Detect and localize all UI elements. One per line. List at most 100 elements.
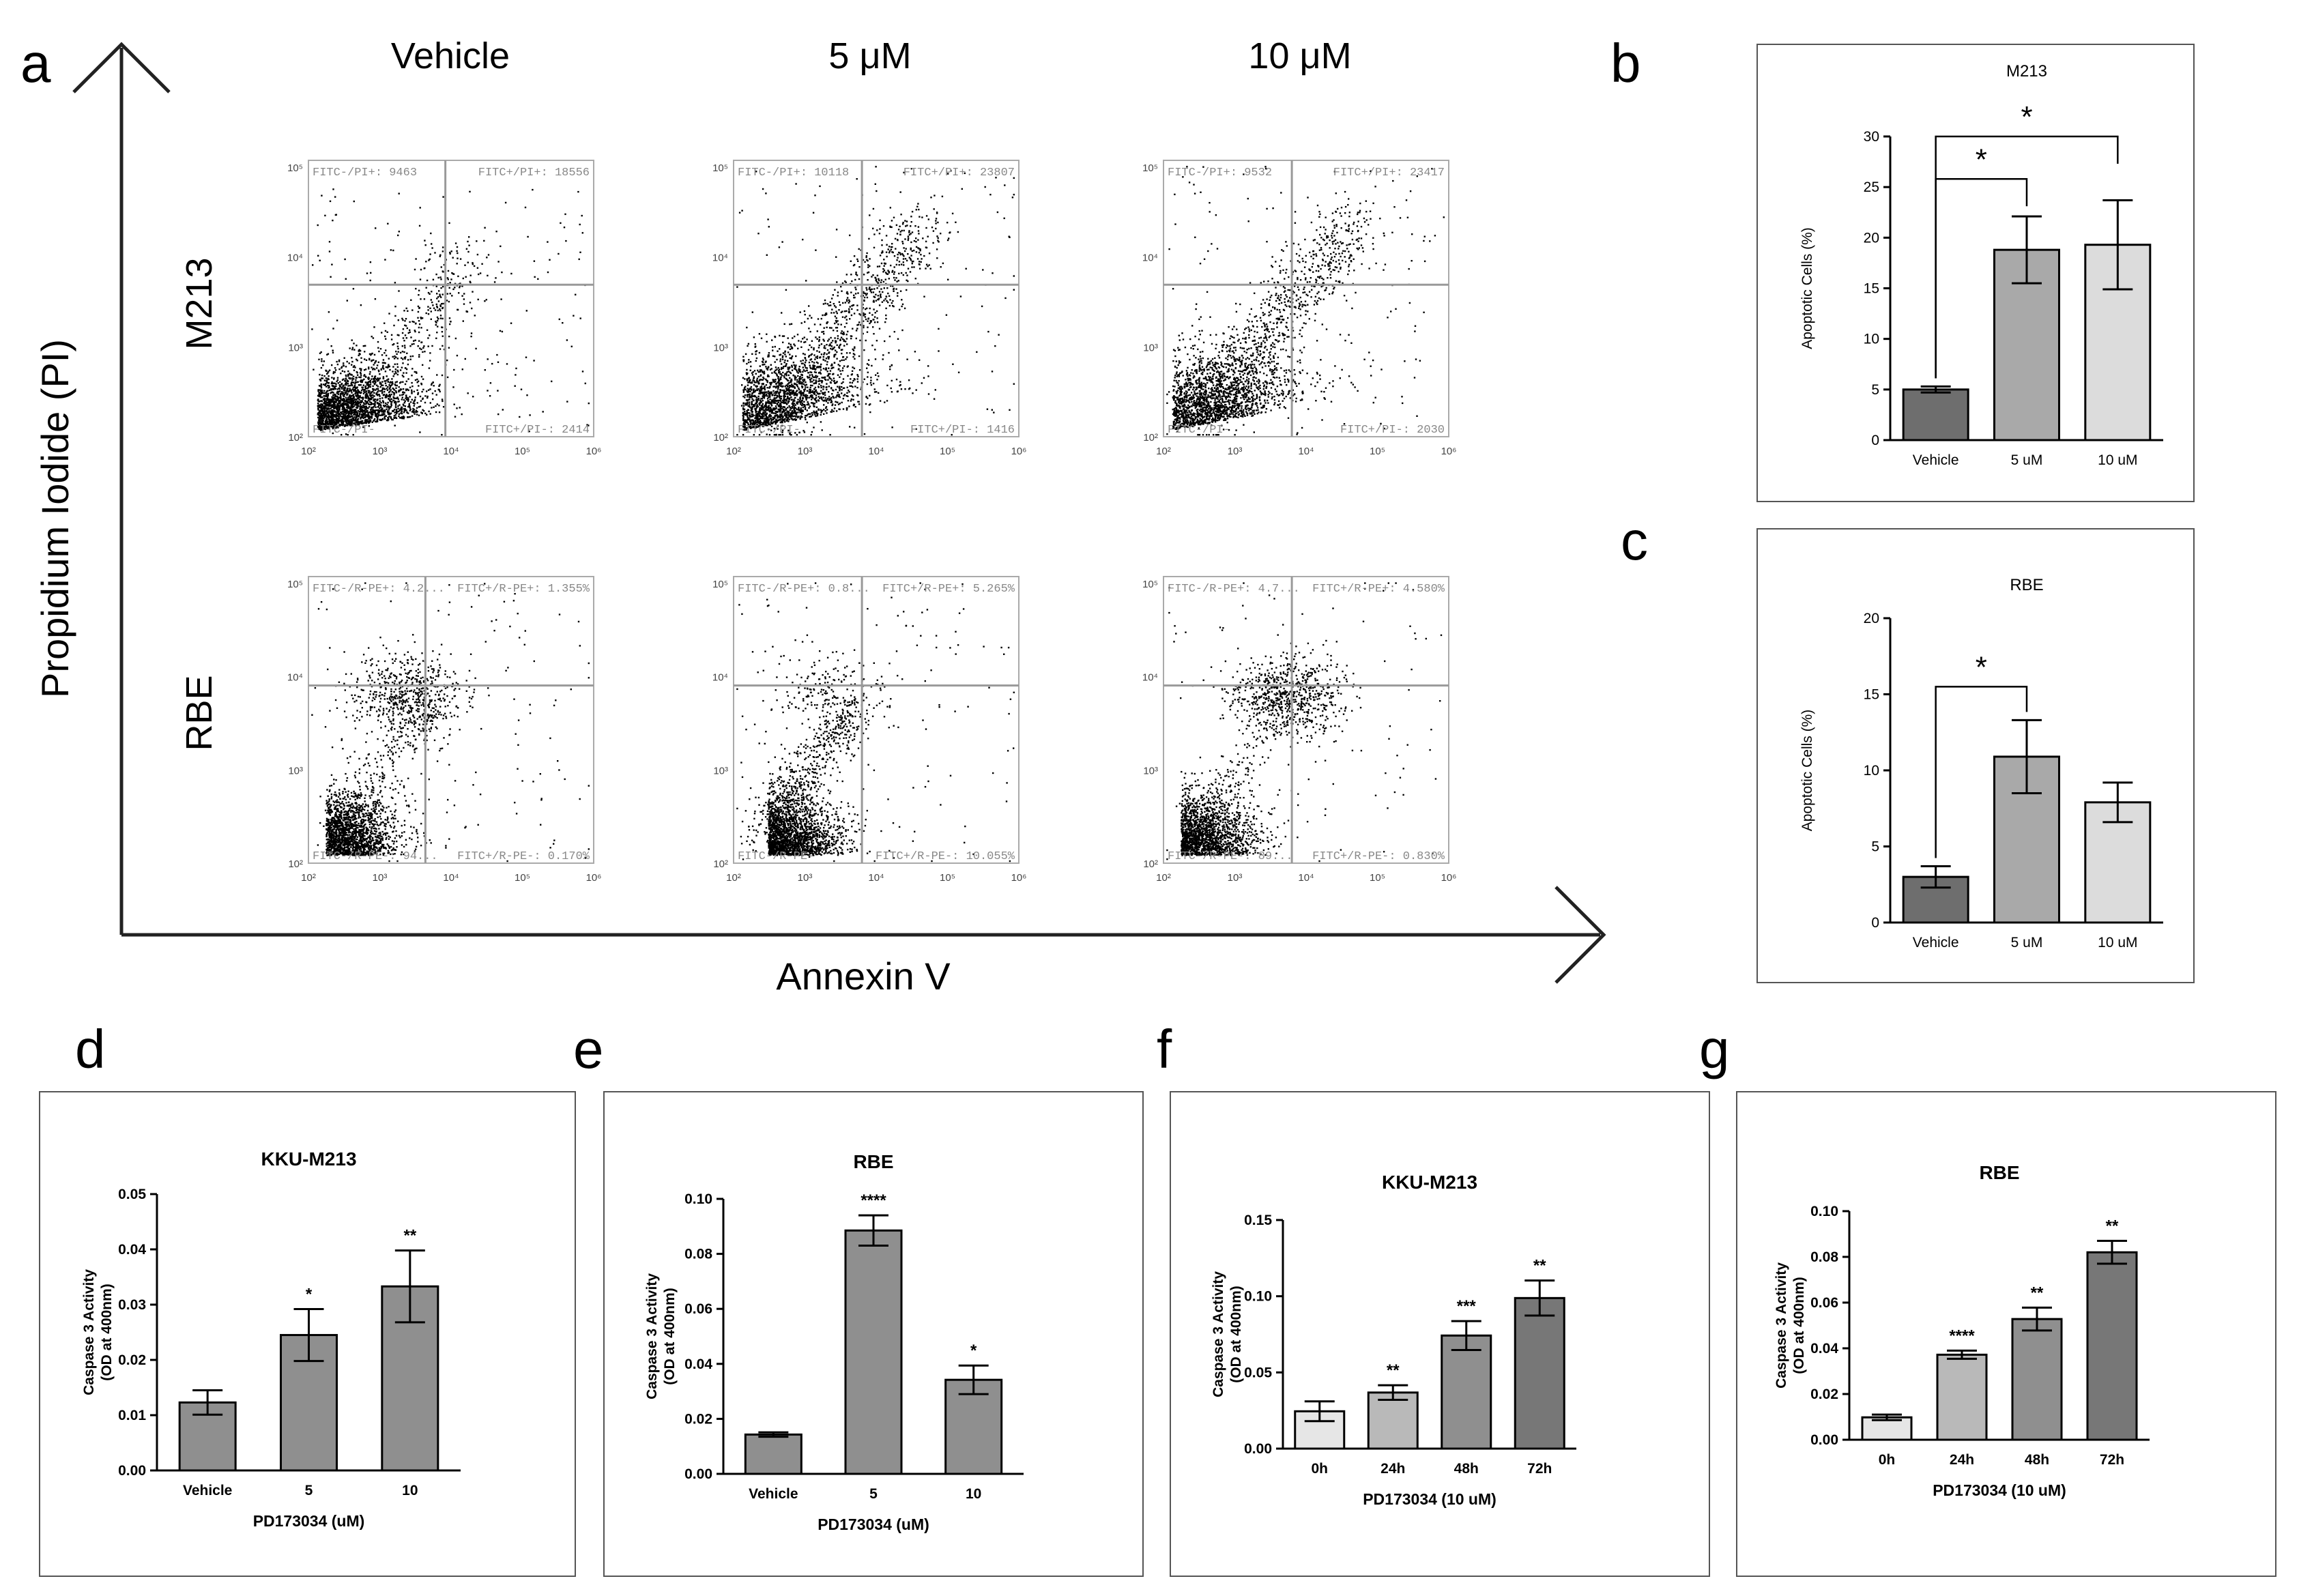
flow-y-tick: 10³ <box>288 765 303 777</box>
chart-y-tick-label: 0.00 <box>1244 1441 1272 1457</box>
panel-g-frame <box>1736 1091 2276 1577</box>
chart-y-label: (OD at 400nm) <box>1791 1277 1807 1374</box>
panel-e-frame <box>603 1091 1144 1577</box>
chart-bar <box>2086 1251 2138 1441</box>
flow-plot: FITC-/PI+: 9532 FITC+/PI+: 23417 FITC-/PI-… <box>1142 160 1456 457</box>
chart-x-tick-label: Vehicle <box>183 1483 232 1498</box>
chart-panel-d: KKU-M213 0.00 0.01 0.02 0.03 0.04 0.05 Caspase … <box>81 1148 461 1530</box>
panel-a-row-m213: M213 <box>179 257 220 349</box>
flow-plot: FITC-/R-PE+: 4.2... FITC+/R-PE+: 1.355% FI… <box>287 576 601 884</box>
chart-y-label: Caspase 3 Activity <box>1211 1271 1226 1397</box>
chart-y-tick-label: 0.08 <box>684 1247 712 1262</box>
chart-x-tick-label: Vehicle <box>749 1486 798 1502</box>
chart-y-tick-label: 20 <box>1864 230 1879 246</box>
flow-plot: FITC-/PI+: 10118 FITC+/PI+: 23807 FITC-/PI… <box>712 160 1027 457</box>
chart-y-tick-label: 5 <box>1871 839 1879 855</box>
panel-a-axes <box>72 42 1606 984</box>
chart-y-tick-label: 0.05 <box>1244 1365 1272 1380</box>
quadrant-label-lr: FITC+/PI-: 2030 <box>1340 424 1445 437</box>
chart-significance-stars: ** <box>2031 1283 2044 1302</box>
chart-y-tick-label: 0 <box>1871 915 1879 931</box>
chart-y-tick-label: 0.10 <box>1244 1289 1272 1305</box>
quadrant-label-ll: FITC-/PI- <box>738 424 800 437</box>
chart-title: M213 <box>2006 62 2047 81</box>
flow-x-tick: 10⁴ <box>443 872 459 884</box>
chart-y-tick-label: 0.06 <box>1810 1295 1838 1311</box>
quadrant-label-ur: FITC+/R-PE+: 5.265% <box>882 583 1015 596</box>
chart-x-tick-label: 10 <box>402 1483 418 1498</box>
chart-y-tick-label: 0.04 <box>684 1356 712 1372</box>
chart-y-tick-label: 0.04 <box>118 1242 146 1258</box>
chart-x-tick-label: 72h <box>2100 1452 2124 1468</box>
panel-a-x-label: Annexin V <box>776 955 951 998</box>
flow-x-tick: 10⁶ <box>1011 446 1027 457</box>
chart-significance-stars: ** <box>2106 1217 2119 1236</box>
flow-x-tick: 10⁴ <box>868 446 884 457</box>
chart-significance-stars: *** <box>1457 1297 1477 1316</box>
flow-plot-events <box>311 188 590 436</box>
flow-x-tick: 10⁴ <box>443 446 459 457</box>
flow-x-tick: 10² <box>1156 872 1171 884</box>
chart-x-tick-label: Vehicle <box>1913 935 1959 951</box>
quadrant-label-ll: FITC-/PI- <box>1168 424 1230 437</box>
flow-x-tick: 10⁵ <box>1370 446 1385 457</box>
quadrant-label-ll: FITC-/R-PE-: 89... <box>1168 850 1293 863</box>
chart-x-tick-label: 10 uM <box>2098 452 2137 468</box>
chart-significance-stars: * <box>306 1285 313 1303</box>
chart-bar <box>1514 1296 1565 1450</box>
chart-x-tick-label: 10 <box>966 1486 981 1502</box>
chart-y-label: (OD at 400nm) <box>1228 1286 1244 1382</box>
chart-x-tick-label: 0h <box>1311 1461 1328 1477</box>
flow-y-tick: 10⁵ <box>712 579 728 590</box>
flow-y-tick: 10² <box>288 858 303 870</box>
chart-y-tick-label: 15 <box>1864 687 1879 703</box>
panel-a-col-10um: 10 μM <box>1248 35 1351 76</box>
panel-d-frame <box>39 1091 576 1577</box>
chart-x-tick-label: 24h <box>1380 1461 1405 1477</box>
flow-plot-frame <box>1163 160 1449 437</box>
panel-letter-g: g <box>1699 1019 1730 1079</box>
quadrant-label-ur: FITC+/R-PE+: 4.580% <box>1312 583 1445 596</box>
flow-y-tick: 10⁴ <box>1142 672 1158 684</box>
chart-y-tick-label: 25 <box>1864 179 1879 195</box>
flow-x-tick: 10⁵ <box>940 872 955 884</box>
panel-a-col-5um: 5 μM <box>828 35 911 76</box>
chart-y-label: Caspase 3 Activity <box>1774 1262 1789 1389</box>
chart-y-tick-label: 10 <box>1864 763 1879 779</box>
chart-y-tick-label: 5 <box>1871 382 1879 398</box>
flow-plot: FITC-/R-PE+: 0.8... FITC+/R-PE+: 5.265% FI… <box>712 576 1027 884</box>
quadrant-label-lr: FITC+/R-PE-: 0.170% <box>457 850 590 863</box>
quadrant-label-ur: FITC+/PI+: 18556 <box>478 166 590 179</box>
flow-y-tick: 10⁵ <box>287 579 303 590</box>
flow-x-tick: 10² <box>726 446 741 457</box>
panel-a-row-rbe: RBE <box>179 675 220 751</box>
chart-panel-b: M213 0 5 10 15 20 25 30 Apoptotic Cells (%) Vehic… <box>1799 62 2163 468</box>
quadrant-label-ur: FITC+/PI+: 23807 <box>903 166 1015 179</box>
chart-x-tick-label: 72h <box>1527 1461 1552 1477</box>
chart-x-label: PD173034 (uM) <box>818 1515 929 1533</box>
quadrant-label-ul: FITC-/PI+: 9463 <box>313 166 417 179</box>
chart-y-tick-label: 20 <box>1864 611 1879 626</box>
flow-x-tick: 10⁶ <box>1441 872 1457 884</box>
chart-significance-stars: ** <box>1533 1257 1546 1275</box>
flow-y-tick: 10³ <box>1143 342 1158 353</box>
chart-x-tick-label: 5 uM <box>2011 935 2043 951</box>
panel-letter-f: f <box>1157 1019 1172 1079</box>
chart-x-tick-label: Vehicle <box>1913 452 1959 468</box>
flow-y-tick: 10³ <box>1143 765 1158 777</box>
chart-y-tick-label: 0.08 <box>1810 1249 1838 1265</box>
chart-panel-g: RBE 0.00 0.02 0.04 0.06 0.08 0.10 Caspase 3 Act… <box>1774 1162 2150 1499</box>
flow-x-tick: 10⁶ <box>1011 872 1027 884</box>
flow-x-tick: 10⁶ <box>586 446 602 457</box>
flow-y-tick: 10² <box>713 858 728 870</box>
flow-x-tick: 10⁴ <box>1298 872 1314 884</box>
chart-bar <box>1367 1391 1419 1450</box>
chart-x-label: PD173034 (uM) <box>253 1512 365 1530</box>
panel-c-frame <box>1756 528 2195 983</box>
chart-x-tick-label: 5 <box>869 1486 878 1502</box>
chart-bar <box>744 1433 803 1475</box>
chart-panel-c: RBE 0 5 10 15 20 Apoptotic Cells (%) Vehicle 5 u… <box>1799 576 2163 951</box>
flow-y-tick: 10⁵ <box>287 162 303 174</box>
quadrant-label-ul: FITC-/R-PE+: 4.2... <box>313 583 445 596</box>
